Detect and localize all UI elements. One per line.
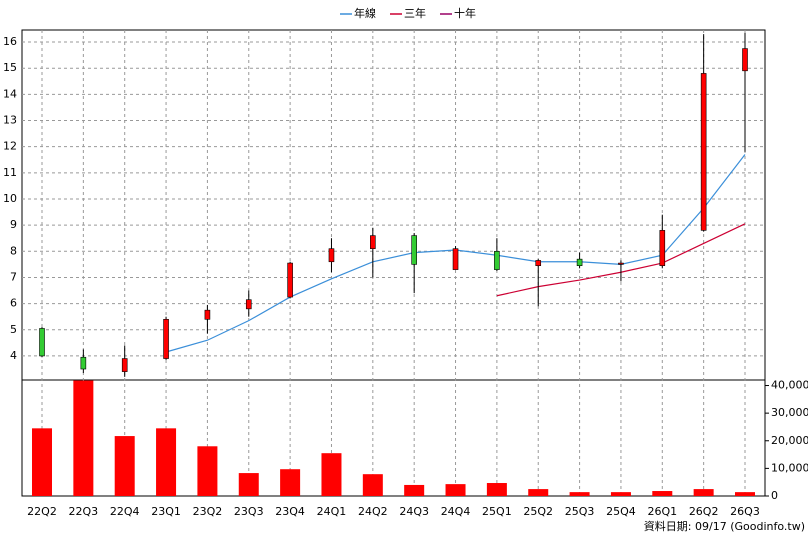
- y2-tick-label: 10,000: [771, 461, 808, 474]
- x-tick-label: 25Q2: [523, 505, 553, 518]
- volume-bar: [197, 446, 218, 496]
- y-tick-label: 10: [3, 192, 17, 205]
- volume-bar: [652, 491, 673, 496]
- y2-tick-label: 40,000: [771, 379, 808, 392]
- volume-bar: [693, 489, 714, 496]
- y-tick-label: 15: [3, 61, 17, 74]
- candle-body: [287, 262, 293, 298]
- y-tick-label: 4: [10, 349, 17, 362]
- volume-bar: [73, 380, 94, 496]
- y2-tick-label: 30,000: [771, 406, 808, 419]
- y-tick-label: 6: [10, 297, 17, 310]
- y-tick-label: 5: [10, 323, 17, 336]
- candle-body: [659, 230, 666, 266]
- candle-body: [245, 299, 252, 310]
- candle-body: [576, 258, 583, 266]
- y2-tick-label: 20,000: [771, 434, 808, 447]
- volume-bar: [528, 489, 549, 496]
- x-tick-label: 23Q3: [234, 505, 264, 518]
- x-tick-label: 26Q1: [647, 505, 677, 518]
- candle-body: [80, 356, 87, 370]
- y-tick-label: 11: [3, 166, 17, 179]
- plot-frame: [21, 29, 766, 497]
- x-tick-label: 25Q4: [606, 505, 636, 518]
- volume-bar: [156, 428, 177, 496]
- volume-bar: [362, 474, 383, 496]
- x-tick-label: 24Q1: [317, 505, 347, 518]
- y-tick-label: 12: [3, 140, 17, 153]
- y-tick-label: 16: [3, 35, 17, 48]
- volume-bar: [321, 453, 342, 496]
- x-tick-label: 23Q4: [275, 505, 305, 518]
- x-tick-label: 24Q2: [358, 505, 388, 518]
- legend-label: 三年: [404, 6, 426, 20]
- volume-bar: [32, 428, 52, 496]
- candle-body: [535, 260, 542, 266]
- candle-body: [452, 248, 459, 270]
- y2-tick-label: 0: [771, 489, 778, 502]
- volume-bar: [735, 492, 755, 496]
- volume-bar: [114, 436, 135, 496]
- y-tick-label: 9: [10, 218, 17, 231]
- candle-body: [618, 262, 624, 265]
- candle-body: [328, 248, 335, 263]
- volume-bar: [610, 492, 631, 496]
- legend-label: 年線: [354, 6, 376, 20]
- y-tick-label: 14: [3, 87, 17, 100]
- candle-body: [700, 73, 707, 231]
- x-tick-label: 25Q1: [482, 505, 512, 518]
- candle-body: [121, 358, 128, 372]
- y-tick-label: 8: [10, 244, 17, 257]
- candle-body: [163, 319, 169, 359]
- volume-bar: [445, 484, 466, 496]
- x-tick-label: 26Q2: [689, 505, 719, 518]
- x-tick-label: 24Q3: [399, 505, 429, 518]
- x-tick-label: 22Q2: [27, 505, 57, 518]
- volume-bar: [569, 492, 590, 496]
- footer: 資料日期: 09/17 (Goodinfo.tw): [644, 519, 805, 533]
- x-tick-label: 23Q1: [151, 505, 181, 518]
- x-tick-label: 25Q3: [565, 505, 595, 518]
- x-tick-label: 23Q2: [193, 505, 223, 518]
- volume-bar: [238, 473, 259, 496]
- x-tick-label: 22Q4: [110, 505, 140, 518]
- volume-bar: [280, 469, 301, 496]
- candle-body: [742, 48, 748, 72]
- y-tick-label: 7: [10, 270, 17, 283]
- candle-body: [370, 235, 376, 249]
- volume-bar: [404, 484, 425, 496]
- x-tick-label: 26Q3: [730, 505, 760, 518]
- x-tick-label: 24Q4: [441, 505, 471, 518]
- candle-body: [204, 309, 211, 320]
- volume-bar: [486, 483, 507, 496]
- y-tick-label: 13: [3, 114, 17, 127]
- x-tick-label: 22Q3: [69, 505, 99, 518]
- legend-label: 十年: [454, 6, 476, 20]
- candle-body: [494, 251, 500, 270]
- candle-body: [39, 328, 45, 357]
- candle-body: [411, 235, 417, 265]
